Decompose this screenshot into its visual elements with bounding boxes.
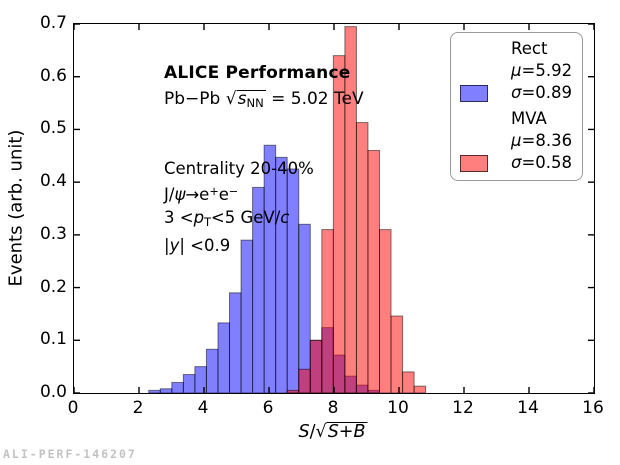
x-axis-label: S/√S+B bbox=[298, 422, 368, 442]
legend-mu-mva: μ=8.36 bbox=[511, 131, 573, 150]
y-tick-label: 0.5 bbox=[39, 118, 67, 139]
x-tick-label: 12 bbox=[452, 398, 474, 418]
y-axis-label: Events (arb. unit) bbox=[5, 129, 27, 287]
annotation-selection: Centrality 20-40% J/ψ→e+e− 3 <pT<5 GeV/c… bbox=[164, 157, 314, 257]
legend-sigma-mva: σ=0.58 bbox=[511, 153, 573, 172]
legend-swatch-mva bbox=[460, 155, 488, 172]
y-tick-label: 0.7 bbox=[39, 13, 67, 33]
alice-performance-text: ALICE Performance bbox=[164, 63, 351, 83]
x-tick-label: 8 bbox=[327, 398, 339, 418]
y-tick-label: 0.6 bbox=[39, 65, 67, 86]
histogram-bar-mva bbox=[379, 229, 392, 393]
histogram-bar-rect bbox=[240, 239, 254, 393]
histogram-bar-mva bbox=[367, 150, 380, 393]
legend-label-rect: Rect bbox=[511, 39, 548, 58]
histogram-bar-mva bbox=[321, 229, 334, 393]
histogram-bar-rect bbox=[205, 348, 219, 393]
histogram-bar-mva bbox=[402, 371, 415, 393]
sqrt-symbol: √ bbox=[225, 89, 237, 109]
x-tick-label: 0 bbox=[67, 398, 79, 418]
y-tick-label: 0.0 bbox=[39, 382, 67, 402]
decay-channel-text: J/ψ→e+e− bbox=[164, 185, 239, 205]
histogram-bar-mva bbox=[309, 339, 323, 393]
histogram-bar-rect bbox=[229, 292, 242, 393]
annotation-header: ALICE Performance Pb−Pb √sNN = 5.02 TeV bbox=[164, 60, 364, 112]
histogram-canvas bbox=[74, 24, 594, 393]
histogram-bar-mva bbox=[390, 315, 404, 393]
rapidity-range-text: |y| <0.9 bbox=[164, 235, 231, 255]
x-tick-label: 14 bbox=[517, 398, 539, 418]
histogram-bar-mva bbox=[286, 389, 300, 393]
histogram-bar-rect bbox=[171, 381, 184, 393]
y-tick-label: 0.4 bbox=[39, 171, 67, 192]
collision-system-text: Pb−Pb √sNN = 5.02 TeV bbox=[164, 89, 364, 110]
sqrt-symbol: √ bbox=[315, 422, 327, 442]
centrality-text: Centrality 20-40% bbox=[164, 159, 314, 178]
histogram-bar-rect bbox=[182, 374, 196, 393]
legend-swatch-rect bbox=[460, 85, 488, 102]
histogram-bar-mva bbox=[355, 122, 369, 393]
y-tick-label: 0.3 bbox=[39, 223, 67, 244]
histogram-bar-rect bbox=[194, 366, 207, 393]
x-tick-label: 2 bbox=[132, 398, 144, 418]
arrow-icon: → bbox=[185, 185, 200, 205]
histogram-bar-mva bbox=[298, 368, 311, 393]
watermark-text: ALI-PERF-146207 bbox=[3, 447, 137, 461]
x-tick-label: 10 bbox=[387, 398, 409, 418]
histogram-bar-rect bbox=[298, 223, 311, 393]
x-tick-label: 16 bbox=[582, 398, 604, 418]
y-tick-label: 0.1 bbox=[39, 329, 67, 350]
x-tick-label: 6 bbox=[262, 398, 274, 418]
y-tick-label: 0.2 bbox=[39, 276, 67, 297]
histogram-bar-rect bbox=[148, 389, 161, 393]
plot-area: ALICE Performance Pb−Pb √sNN = 5.02 TeV … bbox=[73, 23, 595, 394]
legend-label-mva: MVA bbox=[511, 109, 547, 128]
histogram-bar-rect bbox=[217, 322, 231, 393]
histogram-bar-mva bbox=[413, 385, 427, 393]
x-tick-label: 4 bbox=[197, 398, 209, 418]
legend-box: Rect μ=5.92 σ=0.89 MVA μ=8.36 σ=0.58 bbox=[450, 32, 583, 181]
legend-sigma-rect: σ=0.89 bbox=[511, 83, 573, 102]
histogram-bar-rect bbox=[159, 388, 173, 393]
pt-range-text: 3 <pT<5 GeV/c bbox=[164, 208, 290, 229]
legend-mu-rect: μ=5.92 bbox=[511, 61, 573, 80]
